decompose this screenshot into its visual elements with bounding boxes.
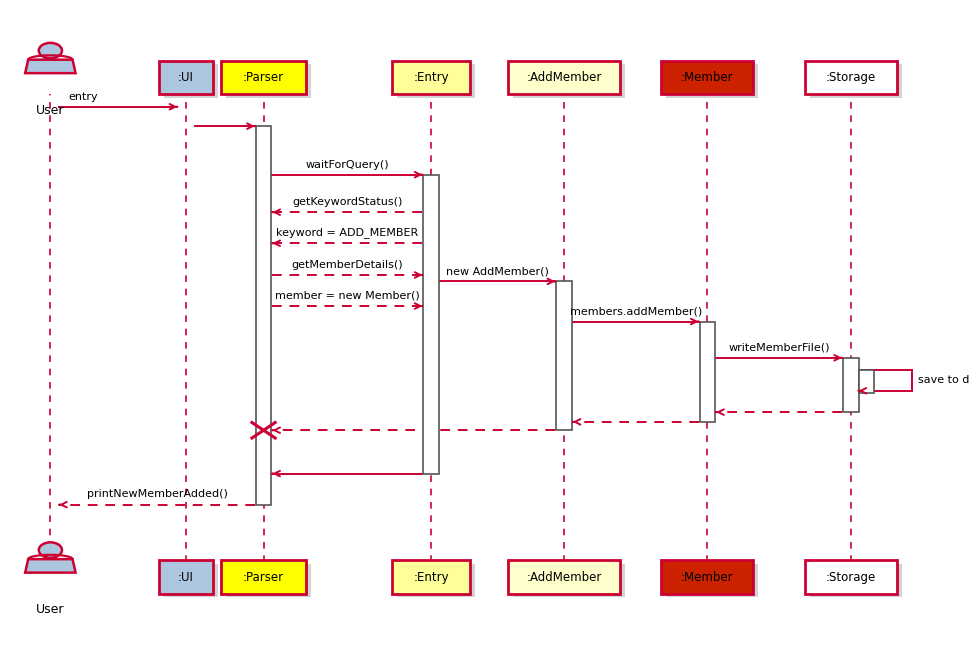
Circle shape (39, 542, 62, 558)
Bar (700, 322, 715, 422)
Bar (165, 564, 217, 597)
Bar (843, 358, 859, 412)
Bar (256, 126, 271, 505)
Polygon shape (25, 559, 76, 573)
Bar (514, 564, 624, 597)
Circle shape (39, 43, 62, 58)
Text: :Storage: :Storage (826, 71, 876, 84)
Text: :UI: :UI (178, 571, 194, 584)
Bar (859, 370, 874, 393)
Bar (661, 560, 753, 594)
Text: :Parser: :Parser (243, 71, 284, 84)
Bar (397, 64, 475, 98)
Bar (810, 64, 901, 98)
Bar (667, 64, 758, 98)
Bar (221, 61, 306, 94)
Bar (804, 61, 896, 94)
Text: :AddMember: :AddMember (526, 571, 602, 584)
Bar (226, 64, 311, 98)
Text: User: User (36, 603, 65, 616)
Text: User: User (36, 104, 65, 116)
Bar (804, 560, 896, 594)
Text: :Member: :Member (681, 71, 734, 84)
Bar (226, 564, 311, 597)
Text: entry: entry (69, 92, 99, 102)
Text: :Entry: :Entry (414, 71, 449, 84)
Text: printNewMemberAdded(): printNewMemberAdded() (86, 490, 228, 499)
Text: member = new Member(): member = new Member() (275, 291, 420, 301)
Bar (508, 61, 619, 94)
Bar (661, 61, 753, 94)
Text: save to disk: save to disk (918, 375, 969, 386)
Bar (165, 64, 217, 98)
Text: writeMemberFile(): writeMemberFile() (729, 343, 829, 353)
Text: :Parser: :Parser (243, 571, 284, 584)
Bar (392, 560, 470, 594)
Bar (392, 61, 470, 94)
Bar (423, 175, 439, 474)
Text: :AddMember: :AddMember (526, 71, 602, 84)
Bar (810, 564, 901, 597)
Text: :Member: :Member (681, 571, 734, 584)
Bar (556, 281, 572, 430)
Polygon shape (25, 60, 76, 73)
Text: getKeywordStatus(): getKeywordStatus() (293, 197, 402, 207)
Text: new AddMember(): new AddMember() (446, 267, 549, 276)
Text: waitForQuery(): waitForQuery() (305, 160, 390, 170)
Text: :Storage: :Storage (826, 571, 876, 584)
Text: keyword = ADD_MEMBER: keyword = ADD_MEMBER (276, 227, 419, 238)
Bar (159, 560, 212, 594)
Bar (221, 560, 306, 594)
Bar (508, 560, 619, 594)
Text: members.addMember(): members.addMember() (570, 307, 702, 316)
Bar (667, 564, 758, 597)
Text: getMemberDetails(): getMemberDetails() (292, 260, 403, 270)
Bar (514, 64, 624, 98)
Text: :Entry: :Entry (414, 571, 449, 584)
Bar (397, 564, 475, 597)
Bar (159, 61, 212, 94)
Text: :UI: :UI (178, 71, 194, 84)
